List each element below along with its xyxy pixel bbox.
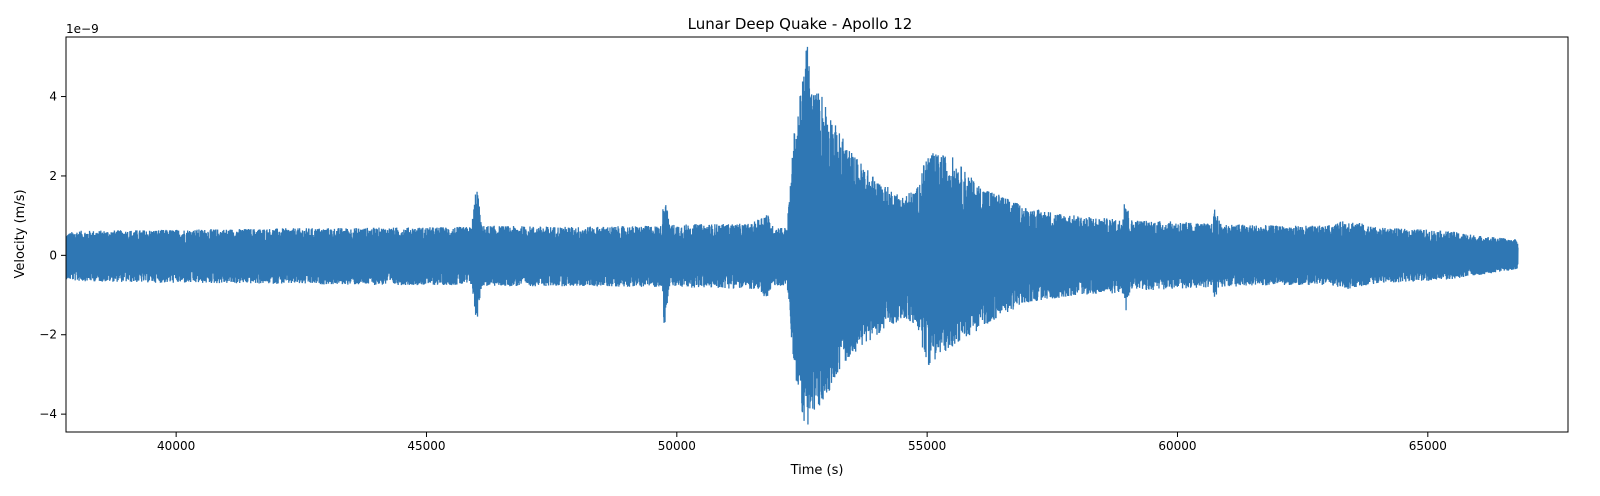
x-tick-label: 50000 xyxy=(658,439,696,453)
x-tick-label: 45000 xyxy=(407,439,445,453)
x-tick-label: 40000 xyxy=(157,439,195,453)
chart-title: Lunar Deep Quake - Apollo 12 xyxy=(688,15,913,33)
x-tick-label: 60000 xyxy=(1158,439,1196,453)
x-axis: 40000 45000 50000 55000 60000 65000 xyxy=(157,432,1447,453)
y-tick-label: −4 xyxy=(39,407,57,421)
y-tick-label: 0 xyxy=(49,248,57,262)
x-tick-label: 65000 xyxy=(1409,439,1447,453)
axes-frame xyxy=(65,36,1569,433)
series-line-velocity xyxy=(66,46,1519,425)
y-tick-label: 4 xyxy=(49,90,57,104)
x-axis-label: Time (s) xyxy=(790,463,844,478)
y-tick-label: 2 xyxy=(49,169,57,183)
y-axis-label: Velocity (m/s) xyxy=(13,189,28,278)
x-tick-label: 55000 xyxy=(908,439,946,453)
y-axis: −4 −2 0 2 4 xyxy=(39,90,66,421)
plot-area xyxy=(66,46,1519,425)
y-axis-offset-text: 1e−9 xyxy=(66,22,99,36)
y-tick-label: −2 xyxy=(39,328,57,342)
